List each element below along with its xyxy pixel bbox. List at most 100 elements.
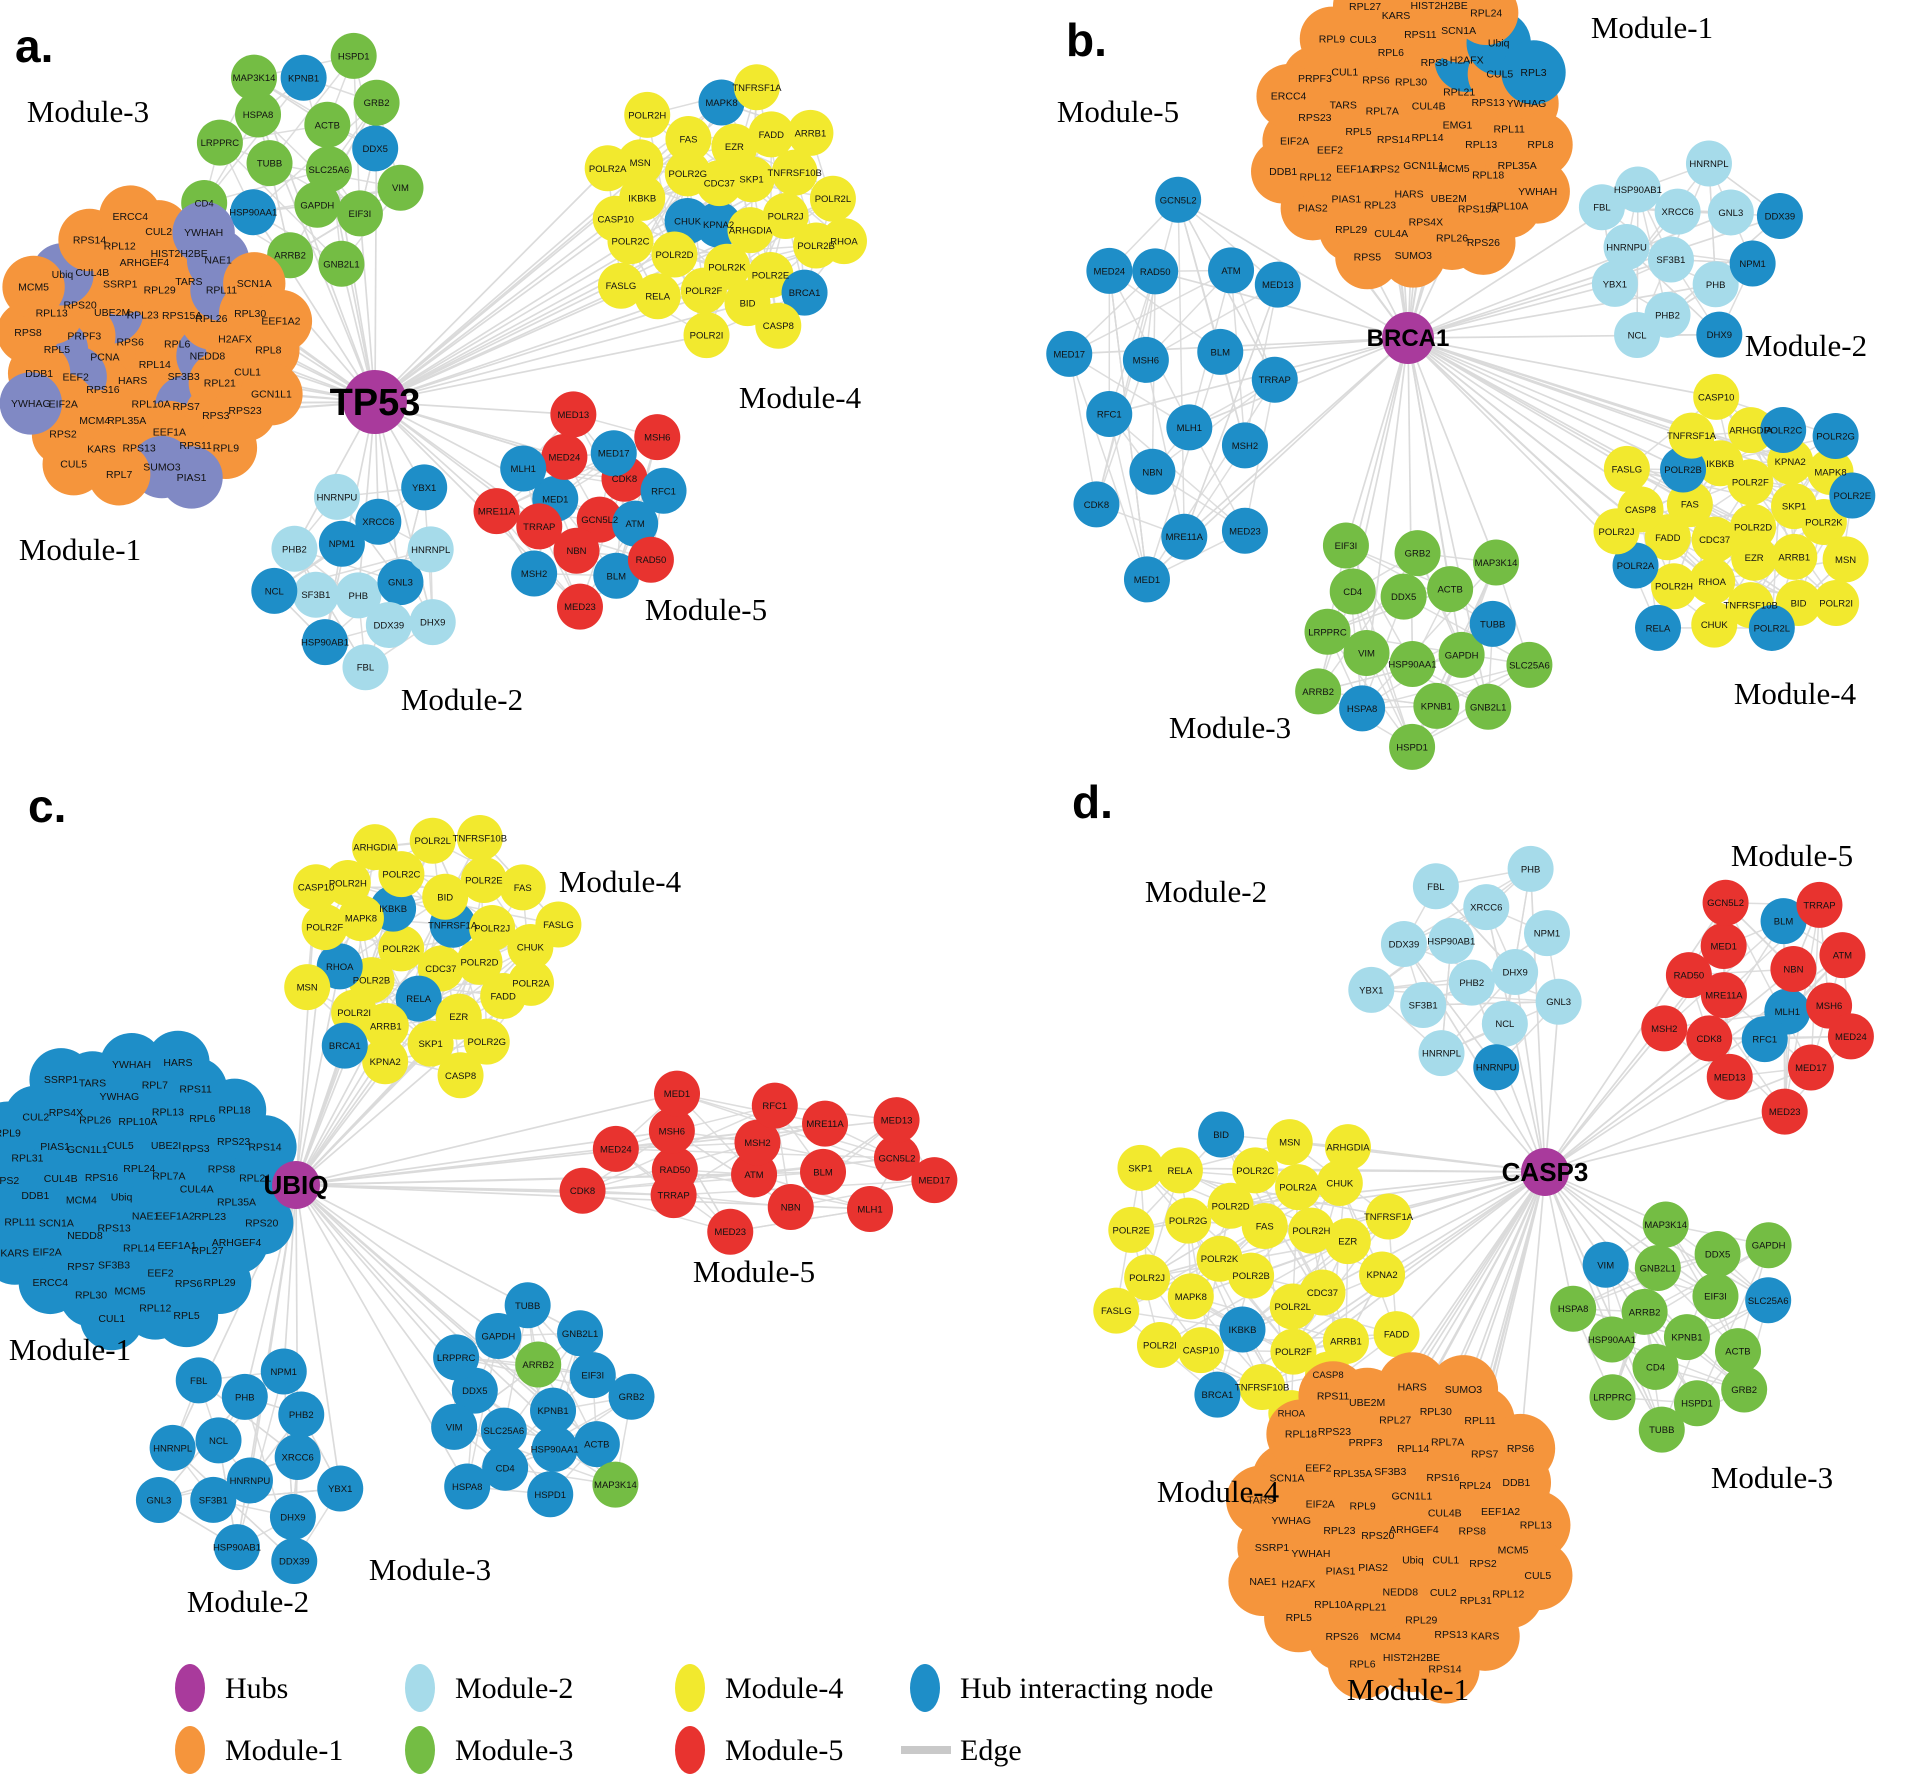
node-ATM bbox=[1819, 932, 1866, 979]
node-label-POLR2D: POLR2D bbox=[460, 957, 498, 968]
node-label-RPS15A: RPS15A bbox=[1458, 203, 1498, 215]
module-label-c-Module-2: Module-2 bbox=[187, 1584, 309, 1619]
node-label-ARHGDIA: ARHGDIA bbox=[729, 226, 773, 237]
node-label-HSPD1: HSPD1 bbox=[1396, 742, 1428, 753]
node-label-LRPPRC: LRPPRC bbox=[1308, 627, 1347, 638]
node-HSPD1 bbox=[527, 1471, 574, 1518]
node-label-PHB2: PHB2 bbox=[289, 1410, 314, 1421]
node-label-MED23: MED23 bbox=[714, 1227, 746, 1238]
node-label-POLR2G: POLR2G bbox=[1816, 432, 1855, 443]
node-label-MRE11A: MRE11A bbox=[806, 1119, 844, 1130]
node-label-MED23: MED23 bbox=[1769, 1107, 1801, 1118]
hub-label-BRCA1: BRCA1 bbox=[1367, 325, 1450, 352]
node-label-HNRNPU: HNRNPU bbox=[1606, 243, 1647, 254]
node-label-POLR2K: POLR2K bbox=[1201, 1254, 1239, 1265]
legend-label-module-1: Module-1 bbox=[225, 1734, 343, 1767]
node-FBL bbox=[342, 644, 389, 691]
node-GCN5L2 bbox=[873, 1134, 920, 1181]
node-label-SF3B1: SF3B1 bbox=[301, 590, 330, 601]
node-label-RPL30: RPL30 bbox=[1395, 76, 1427, 88]
node-SSRP1 bbox=[29, 1048, 93, 1112]
node-label-RPL21: RPL21 bbox=[1354, 1601, 1386, 1613]
node-MSH6 bbox=[1122, 336, 1169, 383]
node-label-SCN1A: SCN1A bbox=[237, 278, 272, 290]
node-NPM1 bbox=[318, 520, 365, 567]
node-label-MCM5: MCM5 bbox=[1439, 163, 1470, 175]
node-label-RPS16: RPS16 bbox=[1426, 1472, 1459, 1484]
node-label-SLC25A6: SLC25A6 bbox=[1748, 1296, 1789, 1307]
node-label-ARHGEF4: ARHGEF4 bbox=[1389, 1524, 1439, 1536]
node-label-XRCC6: XRCC6 bbox=[1470, 903, 1502, 914]
node-label-PIAS2: PIAS2 bbox=[1298, 203, 1328, 215]
node-label-RPS14: RPS14 bbox=[1377, 134, 1410, 146]
node-label-RPS11: RPS11 bbox=[179, 1084, 212, 1096]
legend-label-hubs: Hubs bbox=[225, 1672, 288, 1705]
node-RPL13 bbox=[1501, 1490, 1571, 1560]
node-label-RPL23: RPL23 bbox=[194, 1211, 226, 1223]
node-label-MCM5: MCM5 bbox=[18, 281, 49, 293]
node-POLR2A bbox=[1612, 542, 1659, 589]
node-SKP1 bbox=[407, 1020, 454, 1067]
legend-label-module-5: Module-5 bbox=[725, 1734, 843, 1767]
node-label-TNFRSF1A: TNFRSF1A bbox=[428, 920, 478, 931]
node-label-SKP1: SKP1 bbox=[739, 175, 763, 186]
node-TNFRSF1A bbox=[1365, 1193, 1412, 1240]
node-label-CASP8: CASP8 bbox=[763, 321, 794, 332]
node-label-RELA: RELA bbox=[1646, 623, 1671, 634]
node-label-POLR2I: POLR2I bbox=[337, 1008, 371, 1019]
node-label-ARHGEF4: ARHGEF4 bbox=[212, 1237, 262, 1249]
node-label-EIF2A: EIF2A bbox=[1280, 135, 1309, 147]
node-ARHGDIA bbox=[351, 824, 398, 871]
node-POLR2C bbox=[1760, 406, 1807, 453]
node-label-MSH6: MSH6 bbox=[1816, 1001, 1842, 1012]
node-label-EMG1: EMG1 bbox=[1443, 119, 1473, 131]
node-CASP8 bbox=[755, 302, 802, 349]
node-label-SKP1: SKP1 bbox=[1128, 1163, 1152, 1174]
node-CASP10 bbox=[592, 195, 639, 242]
node-TUBB bbox=[504, 1282, 551, 1329]
node-label-RPS6: RPS6 bbox=[116, 337, 144, 349]
node-label-RPL13: RPL13 bbox=[1520, 1520, 1552, 1532]
node-XRCC6 bbox=[274, 1434, 321, 1481]
node-FAS bbox=[1241, 1203, 1288, 1250]
node-MAP3K14 bbox=[231, 54, 278, 101]
node-label-RPS5: RPS5 bbox=[1354, 252, 1382, 264]
node-label-EZR: EZR bbox=[725, 142, 744, 153]
node-DDB1 bbox=[1251, 139, 1316, 204]
node-HSP90AB1 bbox=[302, 619, 349, 666]
node-label-DDX5: DDX5 bbox=[462, 1386, 487, 1397]
node-label-POLR2C: POLR2C bbox=[382, 870, 420, 881]
node-NBN bbox=[1770, 946, 1817, 993]
node-label-RPL26: RPL26 bbox=[79, 1115, 111, 1127]
node-label-CUL2: CUL2 bbox=[1430, 1587, 1457, 1599]
node-label-GCN1L1: GCN1L1 bbox=[1403, 160, 1444, 172]
node-label-YWHAH: YWHAH bbox=[1291, 1548, 1330, 1560]
node-SF3B1 bbox=[190, 1476, 237, 1523]
node-MED13 bbox=[873, 1097, 920, 1144]
node-label-HSP90AB1: HSP90AB1 bbox=[1614, 185, 1662, 196]
node-MED17 bbox=[1046, 330, 1093, 377]
node-label-HNRNPL: HNRNPL bbox=[1422, 1049, 1461, 1060]
node-HSP90AB1 bbox=[1428, 917, 1475, 964]
node-label-YWHAG: YWHAG bbox=[11, 398, 51, 410]
node-SLC25A6 bbox=[1745, 1277, 1792, 1324]
node-label-ERCC4: ERCC4 bbox=[32, 1277, 68, 1289]
node-label-RELA: RELA bbox=[645, 292, 670, 303]
node-label-TNFRSF10B: TNFRSF10B bbox=[453, 834, 507, 845]
node-EIF3I bbox=[1692, 1273, 1739, 1320]
node-label-KPNB1: KPNB1 bbox=[1421, 701, 1452, 712]
node-label-RPL9: RPL9 bbox=[1319, 33, 1345, 45]
node-label-MAP3K14: MAP3K14 bbox=[1475, 558, 1518, 569]
node-RPS8 bbox=[0, 301, 60, 364]
node-label-RPS13: RPS13 bbox=[1471, 97, 1504, 109]
node-label-MED13: MED13 bbox=[558, 410, 590, 421]
node-SF3B1 bbox=[1647, 236, 1694, 283]
node-label-POLR2L: POLR2L bbox=[1754, 623, 1790, 634]
node-label-DDX39: DDX39 bbox=[1765, 211, 1796, 222]
node-POLR2F bbox=[1270, 1328, 1317, 1375]
node-label-MED17: MED17 bbox=[1053, 349, 1085, 360]
node-MED17 bbox=[590, 430, 637, 477]
node-TRRAP bbox=[1251, 356, 1298, 403]
node-label-RPL6: RPL6 bbox=[1378, 47, 1404, 59]
node-DDX5 bbox=[451, 1367, 498, 1414]
